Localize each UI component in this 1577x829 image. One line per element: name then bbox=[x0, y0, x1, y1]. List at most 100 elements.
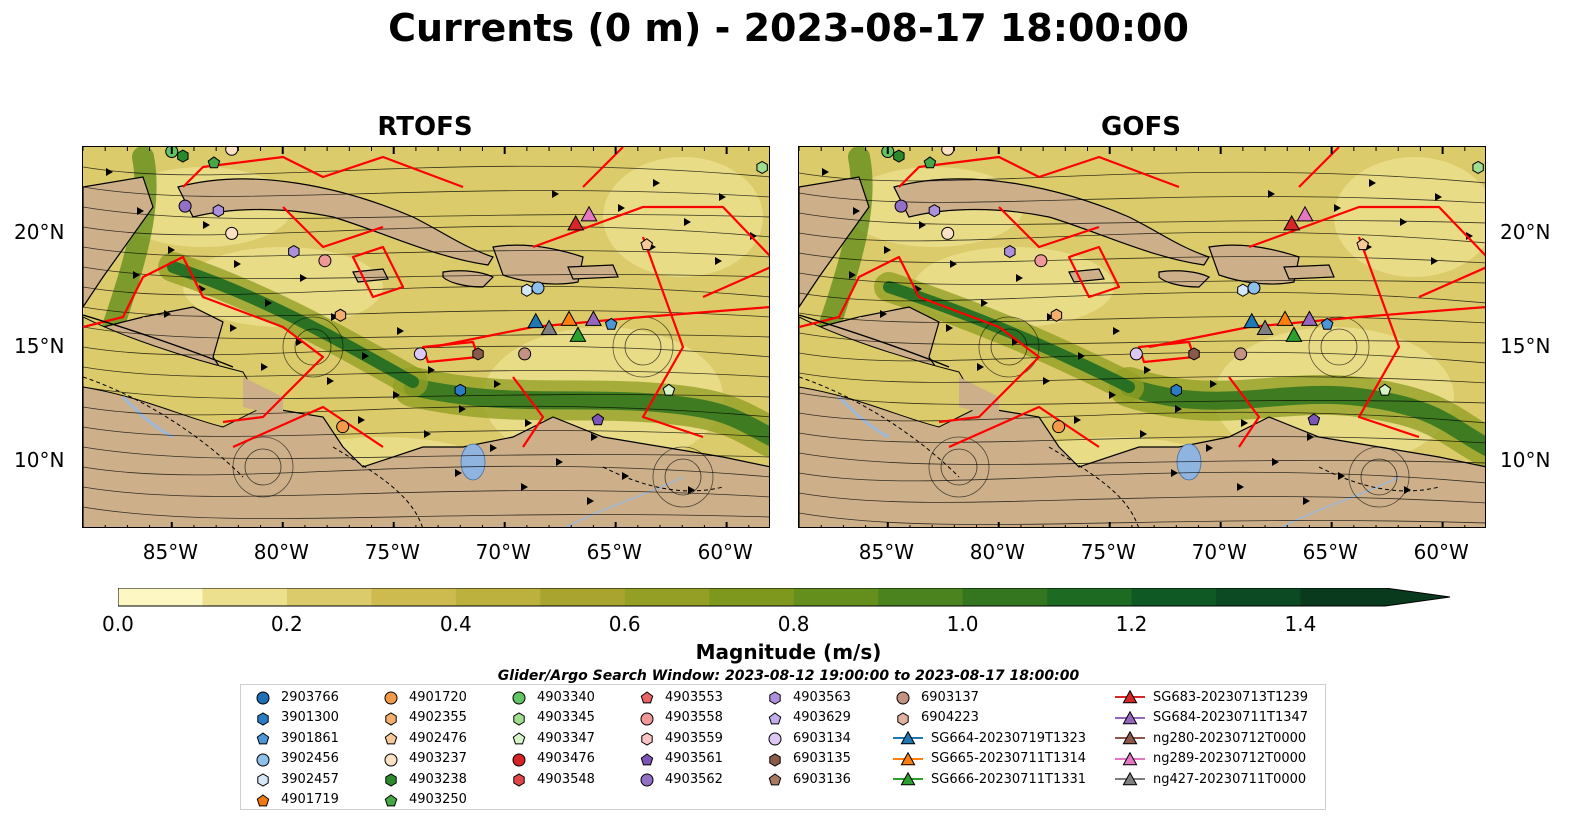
lon-label: 80°W bbox=[969, 540, 1025, 564]
map-marker-6903134 bbox=[413, 347, 427, 361]
map-marker-ng289-20230712T0000 bbox=[580, 205, 598, 222]
colorbar-segment bbox=[1131, 588, 1217, 606]
legend-marker-icon bbox=[256, 793, 270, 806]
legend-marker-icon bbox=[513, 773, 525, 787]
legend-marker-icon bbox=[384, 691, 398, 705]
map-marker-3902456 bbox=[1247, 281, 1261, 295]
colorbar bbox=[117, 587, 1458, 612]
map-marker-SG664-20230719T1323 bbox=[527, 312, 545, 329]
map-marker-SG666-20230711T1331 bbox=[1285, 326, 1303, 342]
legend-marker-icon bbox=[384, 732, 398, 745]
legend-item: 4903558 bbox=[637, 708, 723, 728]
colorbar-tick: 0.6 bbox=[608, 612, 641, 636]
legend-label: SG664-20230719T1323 bbox=[931, 730, 1087, 746]
legend-item: 4903562 bbox=[637, 769, 723, 789]
map-marker-4903558 bbox=[1034, 254, 1048, 268]
map-marker-3902457 bbox=[1237, 283, 1249, 297]
legend-marker-icon bbox=[893, 751, 923, 765]
map-marker-4901720 bbox=[1052, 420, 1066, 434]
legend-item: 4903553 bbox=[637, 687, 723, 707]
panel-title-rtofs: RTOFS bbox=[377, 112, 473, 142]
legend-item: 4903347 bbox=[509, 728, 595, 748]
legend-item: ng280-20230712T0000 bbox=[1115, 728, 1306, 748]
map-marker-4903562 bbox=[894, 199, 908, 213]
legend-label: 4903559 bbox=[665, 730, 723, 746]
legend-marker-icon bbox=[893, 771, 923, 786]
legend-label: SG683-20230713T1239 bbox=[1153, 689, 1309, 705]
colorbar-segment bbox=[540, 588, 626, 606]
lon-label: 65°W bbox=[1302, 540, 1358, 564]
map-marker-3901861 bbox=[1320, 317, 1334, 330]
legend-item: 4903548 bbox=[509, 769, 595, 789]
legend-marker-icon bbox=[641, 732, 653, 746]
legend-marker-icon bbox=[896, 691, 910, 705]
map-marker-3901861 bbox=[604, 317, 618, 330]
map-marker-4903562 bbox=[178, 199, 192, 213]
legend-label: 4903558 bbox=[665, 710, 723, 725]
map-marker-SG684-20230711T1347 bbox=[584, 310, 602, 326]
map-marker-4903558 bbox=[318, 254, 332, 268]
legend-label: 4903548 bbox=[537, 771, 595, 787]
legend-item: 4903340 bbox=[509, 687, 595, 707]
legend: 2903766 3901300 3901861 3902456 3902457 49017… bbox=[240, 684, 1326, 810]
map-marker-3901300 bbox=[1170, 383, 1182, 397]
legend-label: 4902476 bbox=[409, 730, 467, 746]
map-marker-4903347 bbox=[1378, 383, 1392, 396]
legend-marker-icon bbox=[256, 753, 270, 766]
map-marker-6903135 bbox=[1188, 347, 1200, 361]
legend-item: ng289-20230712T0000 bbox=[1115, 749, 1306, 769]
legend-label: 3901861 bbox=[281, 730, 339, 746]
legend-marker-icon bbox=[893, 730, 923, 745]
legend-label: 4903629 bbox=[793, 710, 851, 725]
map-marker-4903238 bbox=[177, 149, 189, 163]
legend-title: Glider/Argo Search Window: 2023-08-12 19… bbox=[497, 668, 1080, 684]
legend-item: SG664-20230719T1323 bbox=[893, 728, 1086, 748]
legend-marker-icon bbox=[768, 711, 782, 724]
map-marker-4903561 bbox=[591, 413, 605, 426]
lon-label: 75°W bbox=[1080, 540, 1136, 564]
lon-label: 75°W bbox=[364, 540, 420, 564]
map-marker-4903238 bbox=[893, 149, 905, 163]
legend-item: 4903238 bbox=[381, 769, 467, 789]
map-panel-rtofs bbox=[82, 146, 770, 528]
colorbar-tick: 1.4 bbox=[1284, 612, 1317, 636]
colorbar-segment bbox=[1300, 588, 1386, 606]
colorbar-segment bbox=[709, 588, 795, 606]
legend-item: 4903561 bbox=[637, 749, 723, 769]
legend-item: 3902457 bbox=[253, 769, 339, 789]
legend-marker-icon bbox=[769, 691, 781, 705]
map-marker-4903563 bbox=[288, 245, 300, 259]
map-marker-4903347 bbox=[662, 383, 676, 396]
legend-label: SG665-20230711T1314 bbox=[931, 751, 1087, 766]
map-marker-4903345 bbox=[756, 160, 768, 175]
map-marker-SG684-20230711T1347 bbox=[1300, 310, 1318, 326]
legend-item: SG666-20230711T1331 bbox=[893, 769, 1086, 789]
legend-label: 4903238 bbox=[409, 771, 467, 787]
map-marker-SG683-20230713T1239 bbox=[567, 214, 585, 231]
legend-label: SG684-20230711T1347 bbox=[1153, 710, 1309, 725]
map-marker-4902476 bbox=[1356, 238, 1370, 251]
lon-label: 60°W bbox=[697, 540, 753, 564]
legend-label: 4903562 bbox=[665, 771, 723, 787]
colorbar-tick: 0.2 bbox=[270, 612, 303, 636]
legend-item: 4903629 bbox=[765, 708, 851, 728]
colorbar-tick: 1.0 bbox=[946, 612, 979, 636]
map-marker-4902476 bbox=[640, 238, 654, 251]
legend-marker-icon bbox=[640, 712, 654, 725]
legend-label: ng280-20230712T0000 bbox=[1153, 730, 1307, 746]
colorbar-segment bbox=[371, 588, 457, 606]
legend-label: 6903136 bbox=[793, 771, 851, 787]
colorbar-segment bbox=[286, 588, 372, 606]
map-marker-4903237 bbox=[941, 226, 955, 240]
legend-marker-icon bbox=[384, 753, 398, 766]
legend-label: 4903340 bbox=[537, 689, 595, 705]
legend-label: 6903134 bbox=[793, 730, 851, 746]
legend-marker-icon bbox=[512, 691, 526, 705]
lat-label-right: 15°N bbox=[1500, 334, 1551, 359]
map-marker-4901720 bbox=[336, 420, 350, 434]
legend-label: 3902456 bbox=[281, 751, 339, 766]
legend-label: 4903553 bbox=[665, 689, 723, 705]
map-marker-6903137 bbox=[518, 347, 532, 361]
colorbar-tick: 0.0 bbox=[102, 612, 134, 636]
colorbar-tick: 0.8 bbox=[777, 612, 810, 636]
